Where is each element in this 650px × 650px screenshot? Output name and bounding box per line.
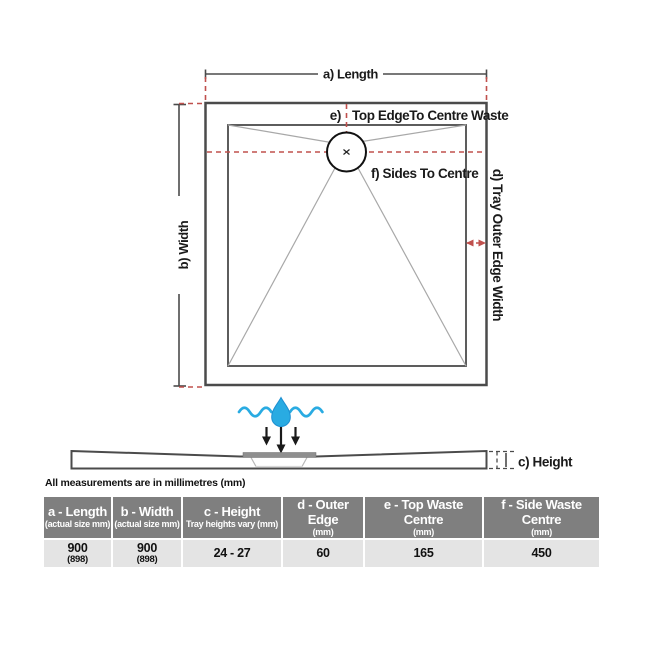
waste-recess-lines xyxy=(250,457,308,468)
waste-centre-mark xyxy=(343,149,350,155)
value: 24 - 27 xyxy=(213,546,251,561)
header-sublabel: (actual size mm) xyxy=(114,519,180,530)
header-sublabel: Tray heights vary (mm) xyxy=(186,519,278,530)
header-label: f - Side Waste Centre xyxy=(501,497,582,527)
value-cell-top-waste-centre: 165 xyxy=(364,539,483,567)
waste-cover-bar xyxy=(242,452,317,458)
water-droplet-icon xyxy=(271,396,291,427)
top-waste-label: Top EdgeTo Centre Waste xyxy=(352,108,509,123)
header-sublabel: (mm) xyxy=(413,526,434,537)
header-cell-width: b - Width (actual size mm) xyxy=(112,497,182,540)
value-sub: (898) xyxy=(67,554,88,566)
value-cell-height: 24 - 27 xyxy=(182,539,282,567)
flow-arrow-icons xyxy=(262,427,300,454)
measurements-table: a - Length (actual size mm) b - Width (a… xyxy=(43,497,600,567)
tray-side-profile xyxy=(70,449,488,470)
header-sublabel: (mm) xyxy=(531,526,552,537)
header-cell-top-waste-centre: e - Top Waste Centre (mm) xyxy=(364,497,483,540)
header-cell-length: a - Length (actual size mm) xyxy=(43,497,112,540)
value: 165 xyxy=(413,546,434,561)
value-cell-outer-edge: 60 xyxy=(282,539,364,567)
header-sublabel: (actual size mm) xyxy=(44,519,111,530)
header-cell-outer-edge: d - Outer Edge (mm) xyxy=(282,497,364,540)
width-label: b) Width xyxy=(176,220,191,269)
value: 450 xyxy=(531,546,552,561)
header-cell-height: c - Height Tray heights vary (mm) xyxy=(182,497,282,540)
height-indicator xyxy=(489,450,514,470)
height-label: c) Height xyxy=(518,455,573,470)
measurements-note: All measurements are in millimetres (mm) xyxy=(45,477,246,489)
diagram-canvas: a) Length b) Width xyxy=(70,67,573,470)
sides-to-centre-label: f) Sides To Centre xyxy=(371,166,479,181)
value-cell-length: 900 (898) xyxy=(43,539,112,567)
outer-edge-arrowheads xyxy=(466,239,486,247)
header-cell-side-waste-centre: f - Side Waste Centre (mm) xyxy=(483,497,600,540)
header-label: d - Outer Edge xyxy=(297,497,349,527)
tray-outer-edge-width-label: d) Tray Outer Edge Width xyxy=(490,169,505,321)
tray-slope-lines xyxy=(227,124,467,367)
value-cell-side-waste-centre: 450 xyxy=(483,539,600,567)
header-label: e - Top Waste Centre xyxy=(383,497,464,527)
value: 60 xyxy=(316,546,330,561)
table-header-row: a - Length (actual size mm) b - Width (a… xyxy=(43,497,600,540)
table-value-row: 900 (898) 900 (898) 24 - 27 60 165 xyxy=(43,539,600,567)
width-dimension-line xyxy=(173,103,186,387)
value: 900 xyxy=(67,540,88,555)
header-label: c - Height xyxy=(203,504,261,520)
header-sublabel: (mm) xyxy=(312,526,334,537)
value-cell-width: 900 (898) xyxy=(112,539,182,567)
header-label: b - Width xyxy=(120,504,174,520)
length-dimension-line xyxy=(204,69,488,79)
header-label: a - Length xyxy=(47,504,108,520)
water-wave-icon xyxy=(237,406,324,418)
value-sub: (898) xyxy=(136,554,158,566)
top-waste-label-prefix: e) xyxy=(330,108,341,123)
length-label: a) Length xyxy=(323,67,378,82)
value: 900 xyxy=(137,540,157,555)
